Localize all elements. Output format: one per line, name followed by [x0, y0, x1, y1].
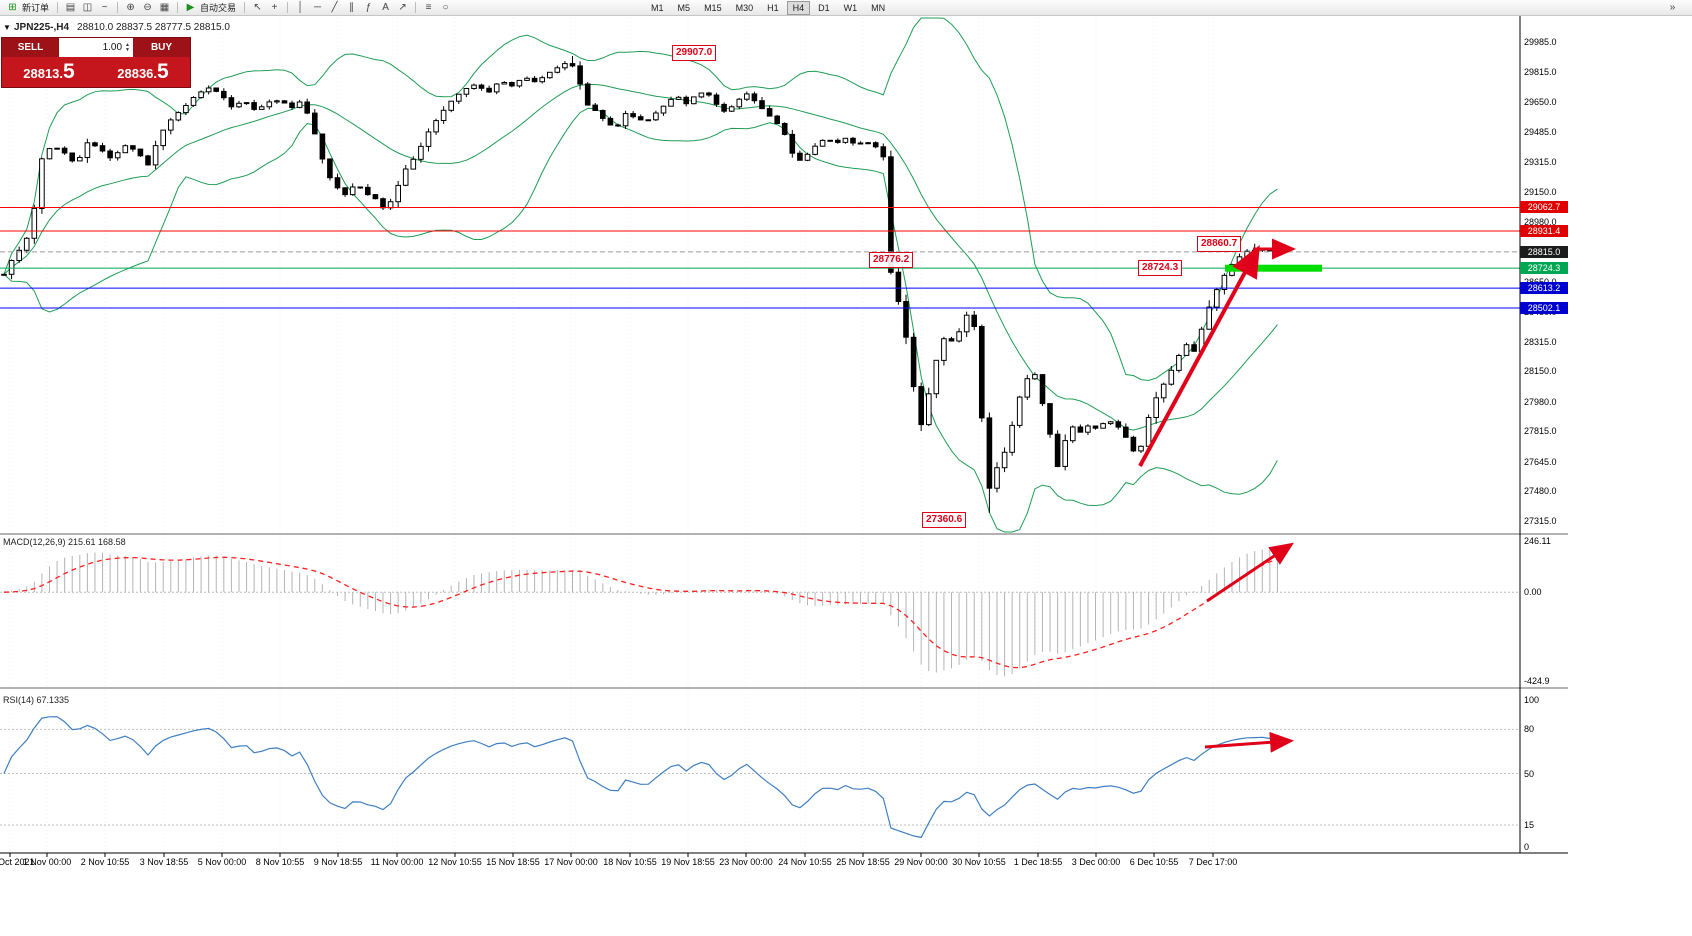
candlestick-series: [1, 56, 1281, 513]
volume-value: 1.00: [102, 42, 123, 53]
sell-button[interactable]: SELL: [2, 38, 59, 57]
toolbar-separator: [415, 2, 417, 13]
symbol-title: JPN225-,H4: [14, 22, 70, 33]
bar-chart-icon[interactable]: ▤: [65, 2, 76, 13]
tile-windows-icon[interactable]: ▦: [159, 2, 170, 13]
channel-tool-icon[interactable]: ∥: [349, 2, 355, 13]
autotrading-button[interactable]: 自动交易: [200, 3, 237, 13]
volume-down-icon: ▼: [125, 46, 130, 53]
one-click-collapse-icon[interactable]: ▼: [3, 23, 11, 32]
crosshair-icon[interactable]: +: [271, 2, 278, 13]
horizontal-line-tool-icon[interactable]: ─: [313, 2, 322, 13]
toolbar-separator: [177, 2, 179, 13]
main-toolbar: ⊞ 新订单 ▤ ◫ ~ ⊕ ⊖ ▦ ▶ 自动交易 ↖ + │ ─ ╱ ∥ ƒ A…: [0, 0, 1692, 16]
zoom-in-icon[interactable]: ⊕: [126, 2, 135, 13]
sell-price[interactable]: 28813.5: [23, 60, 75, 83]
autotrading-icon[interactable]: ▶: [186, 2, 195, 13]
macd-histogram: [11, 548, 1278, 677]
new-order-icon[interactable]: ⊞: [8, 2, 17, 13]
tf-button-m5[interactable]: M5: [672, 1, 697, 15]
one-click-trading-panel: SELL 1.00 ▲ ▼ BUY 28813.5 28836.5: [1, 37, 191, 88]
cursor-icon[interactable]: ↖: [253, 2, 262, 13]
vertical-line-tool-icon[interactable]: │: [297, 2, 304, 13]
volume-stepper[interactable]: 1.00 ▲ ▼: [59, 38, 133, 57]
timeframe-toolbar: M1 M5 M15 M30 H1 H4 D1 W1 MN: [644, 0, 892, 15]
toolbar-overflow-icon[interactable]: »: [1669, 2, 1676, 13]
macd-label: MACD(12,26,9) 215.61 168.58: [3, 537, 126, 547]
trend-arrow: [1204, 731, 1294, 753]
fibonacci-tool-icon[interactable]: ƒ: [365, 2, 372, 13]
tf-button-h1[interactable]: H1: [761, 1, 785, 15]
buy-button[interactable]: BUY: [133, 38, 190, 57]
zoom-out-icon[interactable]: ⊖: [143, 2, 152, 13]
symbol-ohlc: 28810.0 28837.5 28777.5 28815.0: [77, 22, 230, 33]
toolbar-separator: [117, 2, 119, 13]
trendline-tool-icon[interactable]: ╱: [331, 2, 338, 13]
toolbar-separator: [244, 2, 246, 13]
toolbar-separator: [57, 2, 59, 13]
candlestick-chart-icon[interactable]: ◫: [82, 2, 93, 13]
indicators-icon[interactable]: ≡: [425, 2, 432, 13]
tf-button-mn[interactable]: MN: [865, 1, 891, 15]
trend-arrow: [1138, 244, 1260, 467]
tf-button-h4[interactable]: H4: [786, 0, 811, 15]
tf-button-m30[interactable]: M30: [730, 1, 760, 15]
tf-button-m15[interactable]: M15: [698, 1, 728, 15]
text-tool-icon[interactable]: A: [382, 2, 389, 13]
tf-button-m1[interactable]: M1: [645, 1, 670, 15]
symbol-info: JPN225-,H4 28810.0 28837.5 28777.5 28815.…: [14, 22, 230, 33]
arrow-tool-icon[interactable]: ↗: [398, 2, 407, 13]
buy-price[interactable]: 28836.5: [117, 60, 169, 83]
volume-spinner[interactable]: ▲ ▼: [125, 41, 130, 53]
highlight-bar: [1225, 264, 1322, 272]
tf-button-w1[interactable]: W1: [838, 1, 864, 15]
trend-arrow: [1206, 542, 1294, 603]
volume-up-icon: ▲: [125, 41, 130, 48]
new-order-button[interactable]: 新订单: [22, 3, 50, 13]
toolbar-separator: [287, 2, 289, 13]
tf-button-d1[interactable]: D1: [812, 1, 836, 15]
rsi-label: RSI(14) 67.1335: [3, 695, 70, 705]
period-icon[interactable]: ○: [442, 2, 449, 13]
line-chart-icon[interactable]: ~: [101, 2, 108, 13]
